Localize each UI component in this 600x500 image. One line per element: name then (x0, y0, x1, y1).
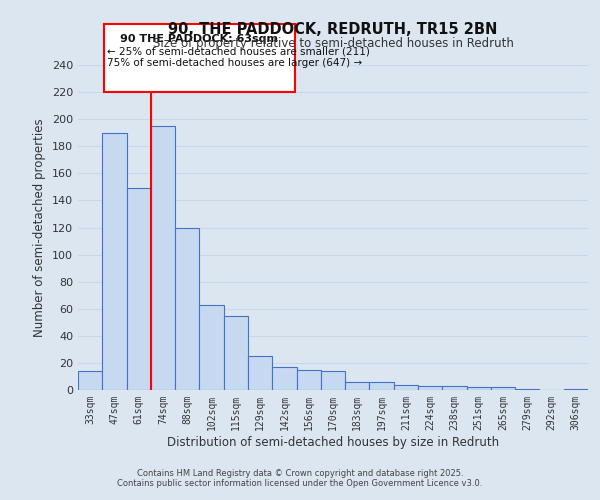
Bar (175, 228, 199, 390)
Bar (564, 388, 588, 390)
Bar (224, 316, 248, 390)
Text: Contains public sector information licensed under the Open Government Licence v3: Contains public sector information licen… (118, 478, 482, 488)
Bar (102, 132, 127, 390)
Bar (442, 386, 467, 390)
Text: Size of property relative to semi-detached houses in Redruth: Size of property relative to semi-detach… (152, 38, 514, 51)
X-axis label: Distribution of semi-detached houses by size in Redruth: Distribution of semi-detached houses by … (167, 436, 499, 448)
Bar (127, 188, 151, 390)
Bar (296, 370, 321, 390)
Bar (199, 304, 224, 390)
Bar (394, 384, 418, 390)
Text: 75% of semi-detached houses are larger (647) →: 75% of semi-detached houses are larger (… (107, 58, 362, 68)
Bar (345, 382, 370, 390)
Bar (370, 382, 394, 390)
Bar (491, 388, 515, 390)
Bar (467, 388, 491, 390)
Bar (151, 126, 175, 390)
Bar (272, 367, 296, 390)
Text: 90, THE PADDOCK, REDRUTH, TR15 2BN: 90, THE PADDOCK, REDRUTH, TR15 2BN (169, 22, 497, 38)
Text: 90 THE PADDOCK: 63sqm: 90 THE PADDOCK: 63sqm (121, 34, 278, 44)
Bar (321, 371, 345, 390)
Y-axis label: Number of semi-detached properties: Number of semi-detached properties (34, 118, 46, 337)
Text: ← 25% of semi-detached houses are smaller (211): ← 25% of semi-detached houses are smalle… (107, 46, 370, 56)
Bar (248, 356, 272, 390)
FancyBboxPatch shape (104, 24, 295, 92)
Bar (515, 388, 539, 390)
Bar (418, 386, 442, 390)
Text: Contains HM Land Registry data © Crown copyright and database right 2025.: Contains HM Land Registry data © Crown c… (137, 468, 463, 477)
Bar (78, 371, 102, 390)
